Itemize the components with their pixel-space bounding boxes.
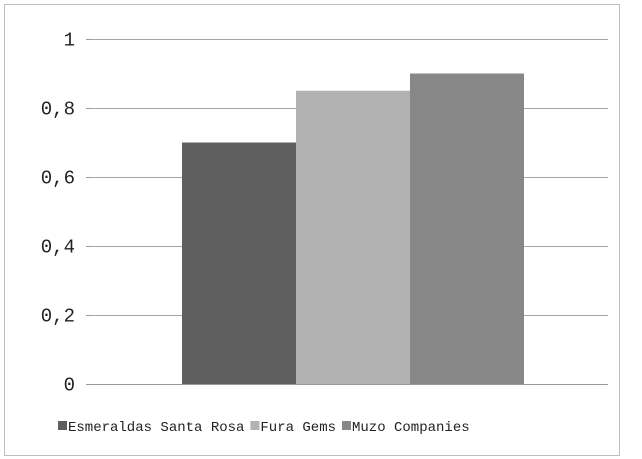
legend-label: Muzo Companies: [352, 420, 470, 436]
y-tick-label: 0,2: [41, 306, 75, 328]
y-tick-label: 0,6: [41, 168, 75, 190]
bar-2: [296, 90, 410, 384]
y-tick-label: 0: [64, 375, 75, 397]
legend-label: Fura Gems: [260, 420, 336, 436]
bar-3: [410, 73, 524, 384]
bar-1: [182, 142, 296, 384]
y-tick-label: 0,8: [41, 99, 75, 121]
y-tick-label: 0,4: [41, 237, 75, 259]
legend-swatch: [250, 421, 260, 430]
legend: Esmeraldas Santa Rosa Fura Gems Muzo Compa…: [58, 420, 470, 436]
y-axis-labels: 0 0,2 0,4 0,6 0,8 1: [41, 30, 75, 397]
bar-group: [182, 73, 524, 384]
legend-swatch: [58, 421, 67, 430]
chart-area: 0 0,2 0,4 0,6 0,8 1 Esmeraldas Santa Rosa Fura…: [4, 4, 620, 456]
legend-label: Esmeraldas Santa Rosa: [68, 420, 244, 436]
y-tick-label: 1: [64, 30, 75, 52]
legend-swatch: [342, 421, 351, 430]
bar-chart: 0 0,2 0,4 0,6 0,8 1 Esmeraldas Santa Rosa Fura…: [41, 30, 608, 436]
